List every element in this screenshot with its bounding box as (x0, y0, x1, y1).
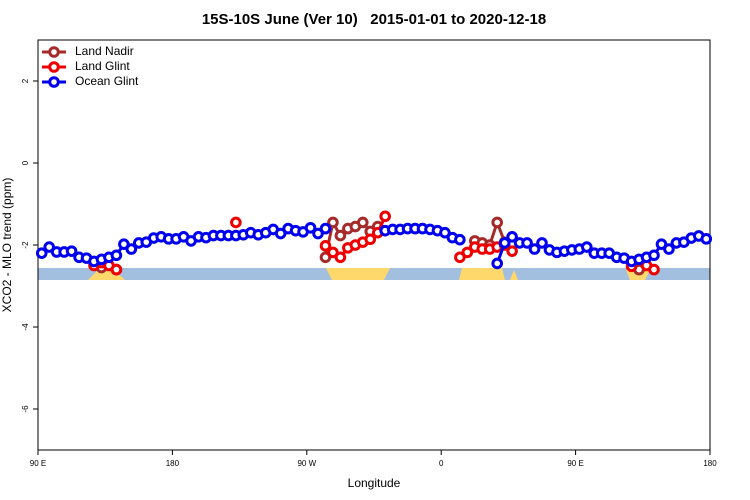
y-tick-label: -4 (21, 323, 30, 331)
point (110, 249, 123, 262)
point (521, 237, 533, 249)
point (312, 227, 324, 240)
point (334, 251, 347, 264)
point (327, 246, 339, 259)
legend-label: Ocean Glint (75, 74, 139, 88)
point (125, 243, 138, 255)
point (230, 216, 242, 229)
x-axis-title: Longitude (348, 476, 401, 490)
land-patch (459, 268, 505, 280)
point (454, 233, 466, 246)
point (357, 216, 369, 229)
series (35, 221, 713, 270)
point (43, 241, 56, 253)
point (663, 243, 675, 255)
legend-marker (48, 76, 60, 88)
point (700, 233, 713, 245)
y-axis-title: XCO2 - MLO trend (ppm) (0, 178, 14, 313)
land-mask (38, 268, 710, 280)
point (319, 222, 332, 235)
point (379, 210, 392, 223)
point (581, 241, 593, 253)
point (454, 251, 466, 264)
x-tick-label: 180 (703, 459, 717, 468)
point (319, 240, 332, 252)
point (439, 226, 451, 239)
point (648, 249, 660, 262)
point (498, 237, 511, 249)
y-tick-label: 0 (21, 160, 30, 165)
y-tick-label: -2 (21, 241, 30, 249)
point (304, 221, 317, 234)
point (536, 237, 548, 249)
point (327, 216, 339, 229)
point (491, 216, 504, 229)
point (648, 263, 660, 276)
point (528, 243, 541, 255)
point (655, 238, 668, 250)
chart-title: 15S-10S June (Ver 10) 2015-01-01 to 2020… (202, 11, 546, 28)
y-tick-label: -6 (21, 405, 30, 413)
point (506, 231, 518, 243)
series (95, 216, 645, 276)
point (319, 251, 332, 264)
point (506, 245, 518, 257)
x-tick-label: 90 E (30, 459, 46, 468)
x-tick-label: 180 (166, 459, 180, 468)
legend-marker (48, 61, 60, 73)
point (461, 246, 474, 259)
legend-marker (48, 46, 60, 58)
point (118, 238, 130, 250)
y-tick-label: 2 (21, 78, 30, 83)
land-patch (326, 268, 390, 280)
point (491, 257, 504, 270)
point (364, 233, 377, 246)
legend-label: Land Glint (75, 59, 130, 73)
point (334, 229, 347, 242)
x-tick-label: 90 W (297, 459, 316, 468)
legend-label: Land Nadir (75, 44, 134, 58)
point (35, 247, 48, 259)
land-patch (510, 270, 518, 280)
point (65, 245, 78, 257)
point (110, 263, 123, 276)
point (274, 227, 287, 240)
x-tick-label: 0 (439, 459, 444, 468)
x-tick-label: 90 E (567, 459, 583, 468)
